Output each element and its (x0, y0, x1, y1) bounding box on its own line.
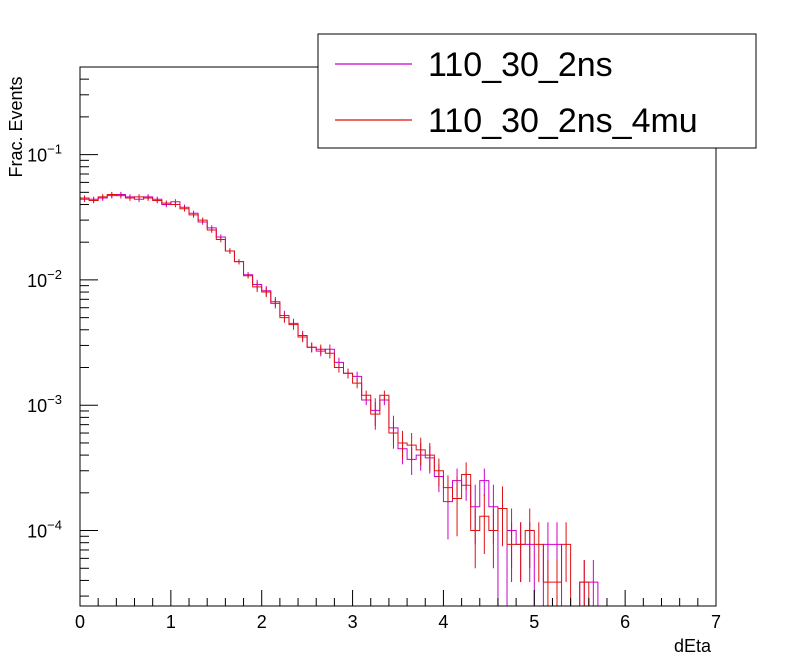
x-tick-label: 5 (529, 612, 539, 632)
x-tick-label: 6 (620, 612, 630, 632)
series-2-step-line (80, 194, 716, 607)
x-tick-label: 7 (711, 612, 721, 632)
x-tick-label: 2 (257, 612, 267, 632)
series-2 (80, 191, 716, 607)
y-tick-label: 10−3 (27, 392, 62, 416)
legend: 110_30_2ns 110_30_2ns_4mu (317, 33, 757, 149)
legend-label-series-2: 110_30_2ns_4mu (428, 102, 698, 140)
x-tick-label: 0 (75, 612, 85, 632)
y-tick-label: 10−2 (27, 267, 62, 291)
x-axis-title: dEta (674, 636, 712, 656)
legend-box (317, 33, 757, 149)
y-tick-label: 10−1 (27, 142, 62, 166)
legend-label-series-1: 110_30_2ns (428, 46, 613, 84)
series-layer (80, 191, 716, 607)
axis-layer: 0 1 2 3 4 5 6 7 10−1 10−2 10−3 10−4 (27, 66, 721, 632)
x-tick-label: 4 (438, 612, 448, 632)
x-tick-label: 1 (166, 612, 176, 632)
y-axis-title: Frac. Events (6, 76, 26, 177)
x-tick-label: 3 (348, 612, 358, 632)
y-tick-label: 10−4 (27, 518, 62, 542)
